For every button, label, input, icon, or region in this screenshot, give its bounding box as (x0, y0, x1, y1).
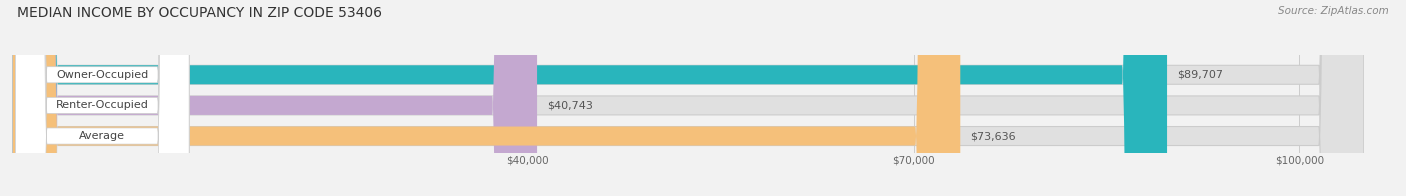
FancyBboxPatch shape (15, 0, 190, 196)
FancyBboxPatch shape (13, 0, 1167, 196)
FancyBboxPatch shape (13, 0, 537, 196)
Text: $89,707: $89,707 (1177, 70, 1223, 80)
Text: Renter-Occupied: Renter-Occupied (56, 100, 149, 110)
Text: MEDIAN INCOME BY OCCUPANCY IN ZIP CODE 53406: MEDIAN INCOME BY OCCUPANCY IN ZIP CODE 5… (17, 6, 382, 20)
FancyBboxPatch shape (15, 0, 190, 196)
Text: $73,636: $73,636 (970, 131, 1017, 141)
FancyBboxPatch shape (13, 0, 960, 196)
FancyBboxPatch shape (13, 0, 1364, 196)
FancyBboxPatch shape (13, 0, 1364, 196)
FancyBboxPatch shape (13, 0, 1364, 196)
Text: $40,743: $40,743 (547, 100, 593, 110)
Text: Source: ZipAtlas.com: Source: ZipAtlas.com (1278, 6, 1389, 16)
Text: Average: Average (79, 131, 125, 141)
FancyBboxPatch shape (15, 0, 190, 196)
Text: Owner-Occupied: Owner-Occupied (56, 70, 149, 80)
